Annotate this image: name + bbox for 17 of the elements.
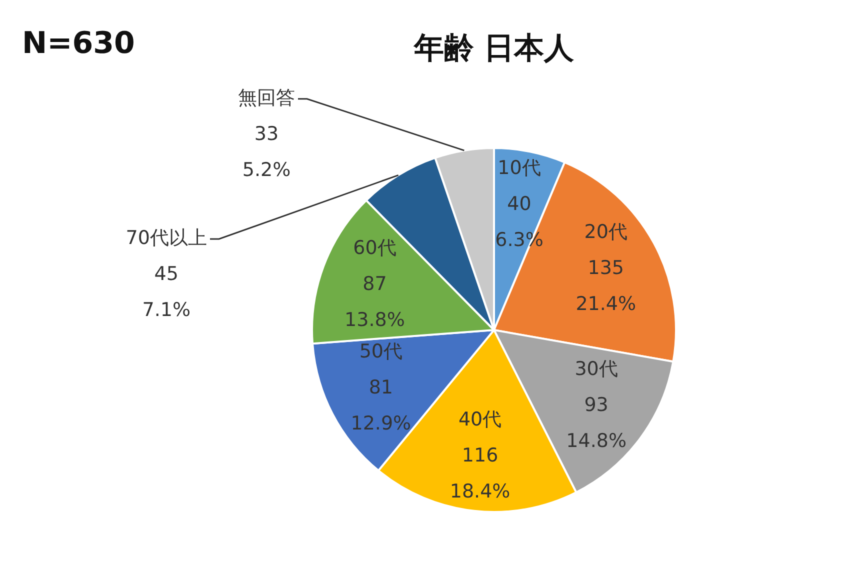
slice-label: 30代 [574, 358, 618, 380]
data-label: 135 21.4% [576, 257, 636, 316]
text: N=630 [22, 26, 135, 61]
chart-title: 年齢 日本人 [412, 30, 576, 66]
slice-label: 40代 [458, 408, 502, 431]
slice-label: 60代 [353, 237, 396, 260]
data-label: 81 12.9% [350, 376, 412, 435]
slice-label: 20代 [584, 221, 628, 244]
data-label: 87 13.8% [344, 273, 405, 332]
slice-label: 70代以上 [126, 226, 207, 249]
data-label: 116 18.4% [450, 444, 510, 503]
slice-label: 10代 [498, 157, 541, 180]
slice-label: 50代 [359, 340, 403, 363]
data-label: 93 14.8% [566, 394, 626, 452]
slice-label: 無回答 [238, 86, 295, 109]
data-label: 45 7.1% [142, 262, 191, 321]
data-label: 33 5.2% [242, 122, 291, 181]
